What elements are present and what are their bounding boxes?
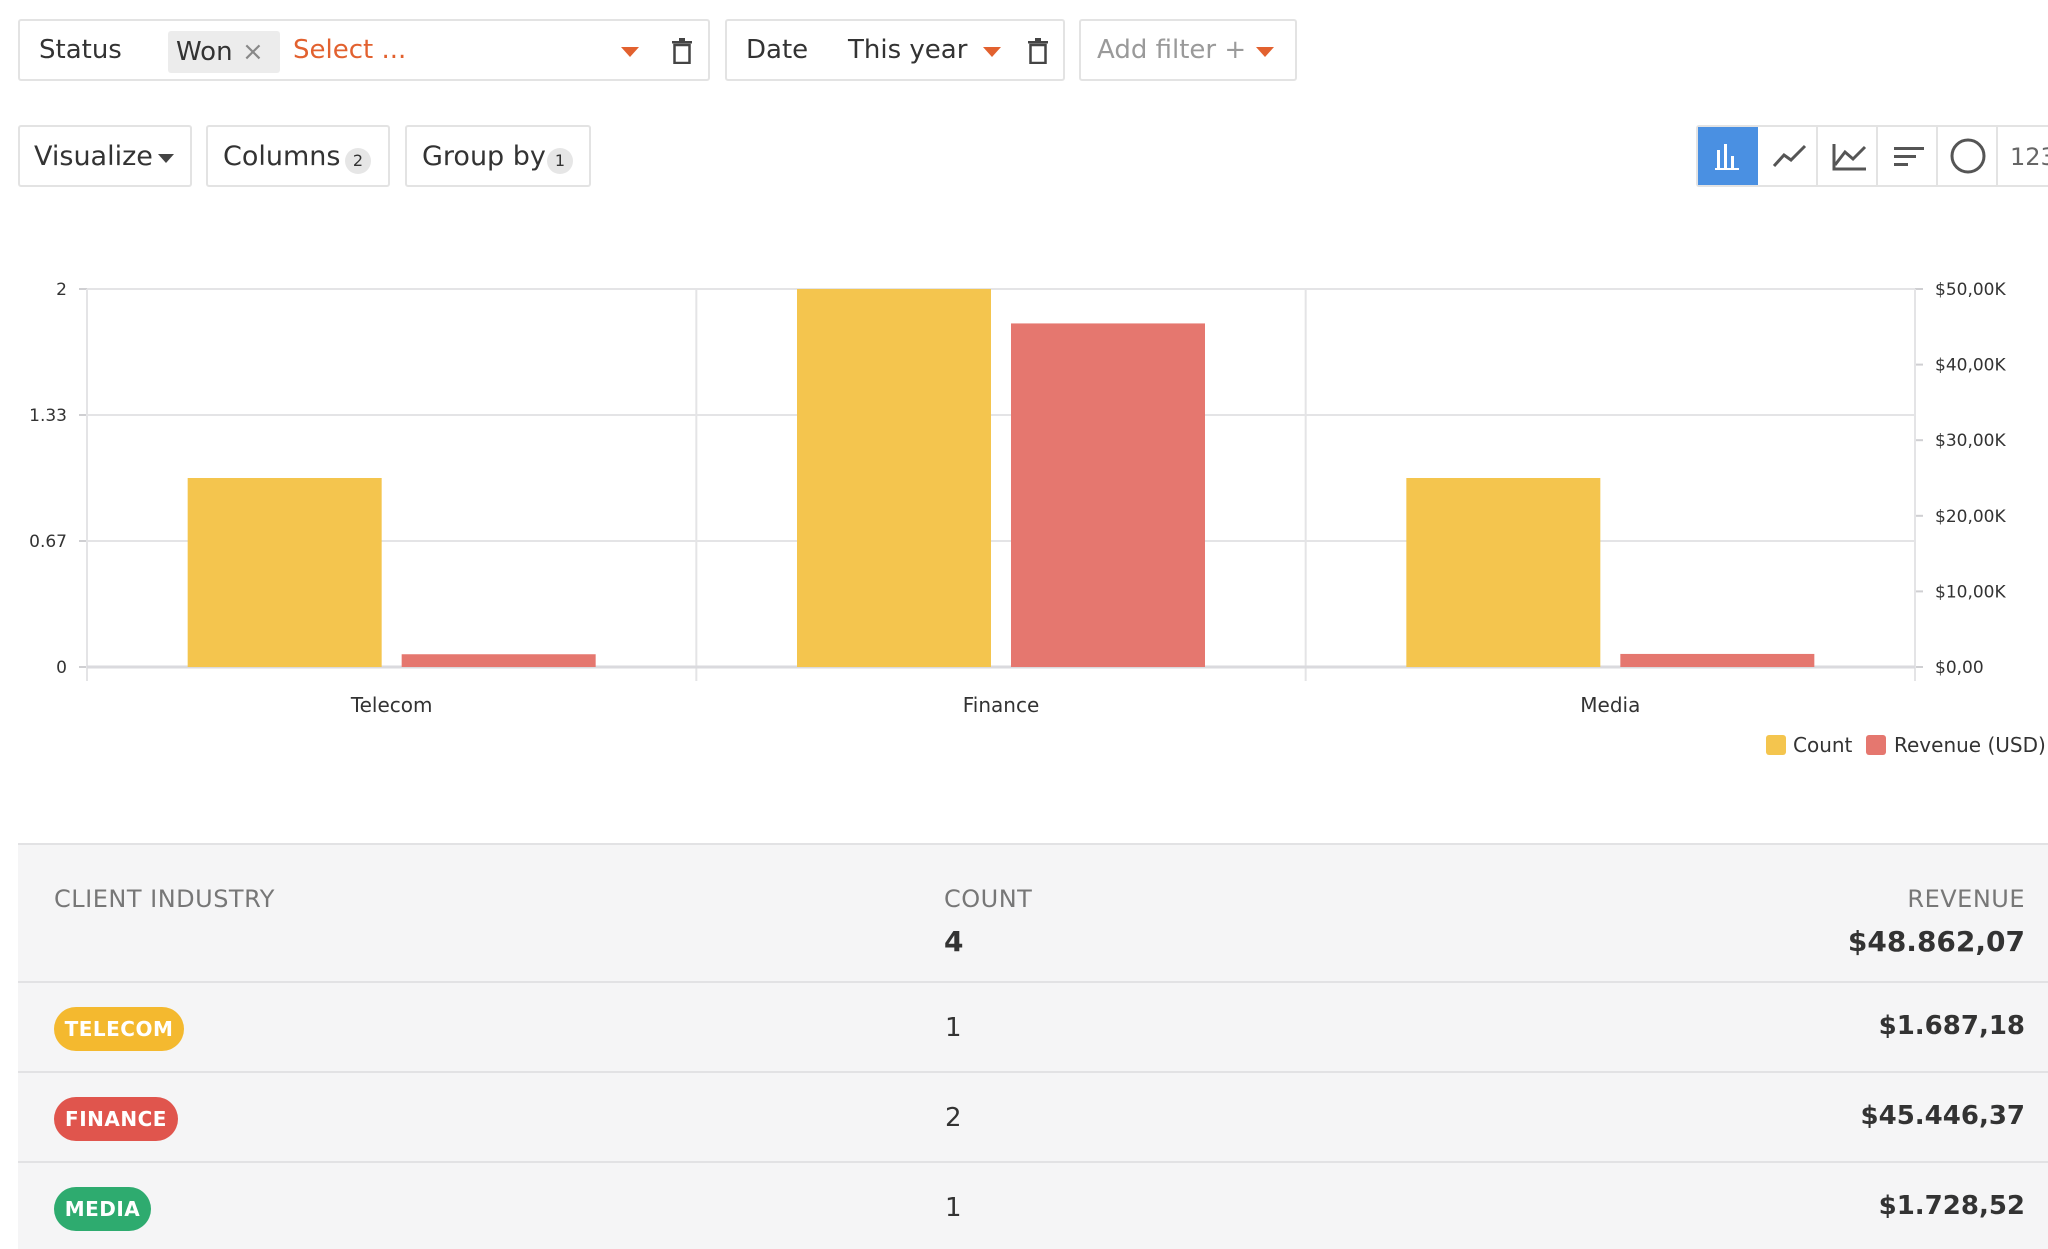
row-revenue: $45.446,37 [1860,1101,2025,1131]
date-filter[interactable]: Date This year [725,19,1065,81]
date-filter-value[interactable]: This year [848,35,968,65]
bar-chart-button[interactable] [1698,127,1758,185]
add-filter-dropdown-icon [1256,47,1274,57]
count-total: 4 [944,925,964,958]
industry-column-header[interactable]: CLIENT INDUSTRY [54,885,275,913]
left-axis-tick-label: 1.33 [29,406,67,426]
right-axis-tick-label: $10,00K [1935,582,2006,602]
row-count: 2 [945,1103,962,1133]
left-axis-tick-label: 2 [56,280,67,300]
row-revenue: $1.687,18 [1878,1011,2025,1041]
table-row[interactable]: TELECOM 1 $1.687,18 [18,983,2048,1073]
right-axis-tick-label: $20,00K [1935,507,2006,527]
remove-chip-icon[interactable]: × [242,37,264,67]
date-delete-icon[interactable] [1027,38,1049,64]
category-label: Finance [963,693,1040,717]
right-axis-tick-label: $40,00K [1935,356,2006,376]
table-header: CLIENT INDUSTRY COUNT REVENUE 4 $48.862,… [18,843,2048,983]
count-bar [187,478,382,667]
left-axis-tick-label: 0.67 [29,532,67,552]
industry-pill: FINANCE [54,1097,178,1141]
horizontal-bar-icon [1894,147,1924,166]
add-filter-button[interactable]: Add filter + [1079,19,1297,81]
bar-chart: 0 0.67 1.33 2 $0,00 $10,00K $20,00K $30,00K $40,… [29,280,2006,717]
revenue-bar [1620,653,1815,667]
legend-count-swatch [1766,735,1786,755]
count-column-header[interactable]: COUNT [944,885,1033,913]
status-filter-label: Status [39,35,122,65]
right-axis-tick-label: $0,00 [1935,658,1984,678]
category-label: Telecom [350,693,433,717]
pie-chart-button[interactable] [1938,127,1998,185]
industry-pill: MEDIA [54,1187,151,1231]
status-filter[interactable]: Status Won × Select ... [18,19,710,81]
group-by-label: Group by [422,141,546,172]
revenue-bar [1011,323,1205,667]
date-filter-label: Date [746,35,809,65]
category-label: Media [1580,693,1640,717]
row-revenue: $1.728,52 [1878,1191,2025,1221]
line-chart-icon [1772,144,1807,168]
table-row[interactable]: MEDIA 1 $1.728,52 [18,1163,2048,1249]
revenue-column-header[interactable]: REVENUE [1907,885,2025,913]
revenue-bar [401,654,596,667]
visualize-label: Visualize [34,141,153,172]
visualization-type-toggle: 123 [1696,125,2048,187]
left-axis-tick-label: 0 [56,658,67,678]
legend-revenue-label: Revenue (USD) [1894,733,2046,757]
area-chart-icon [1832,144,1867,171]
columns-button[interactable]: Columns 2 [206,125,390,187]
add-filter-label: Add filter + [1097,35,1247,65]
count-bar [797,289,991,667]
status-select-placeholder[interactable]: Select ... [293,35,407,65]
row-count: 1 [945,1193,962,1223]
group-by-button[interactable]: Group by 1 [405,125,591,187]
visualize-dropdown-icon [158,154,174,163]
table-row[interactable]: FINANCE 2 $45.446,37 [18,1073,2048,1163]
area-chart-button[interactable] [1818,127,1878,185]
right-axis-tick-label: $50,00K [1935,280,2006,300]
bar-chart-icon [1715,144,1739,170]
won-chip[interactable]: Won × [168,31,280,73]
visualize-button[interactable]: Visualize [18,125,192,187]
chart-legend: Count Revenue (USD) [1766,733,2048,759]
number-button[interactable]: 123 [1998,127,2048,185]
revenue-total: $48.862,07 [1847,925,2025,958]
industry-pill: TELECOM [54,1007,184,1051]
status-delete-icon[interactable] [671,38,693,64]
count-bar [1406,478,1601,667]
status-dropdown-icon[interactable] [621,47,639,57]
row-count: 1 [945,1013,962,1043]
columns-count-badge: 2 [345,148,371,174]
chip-label: Won [176,37,233,67]
number-icon: 123 [2010,143,2048,171]
legend-revenue-swatch [1866,735,1886,755]
horizontal-bar-button[interactable] [1878,127,1938,185]
legend-count-label: Count [1793,733,1853,757]
group-by-count-badge: 1 [547,148,573,174]
columns-label: Columns [223,141,341,172]
pie-chart-icon [1950,138,1986,174]
date-dropdown-icon[interactable] [983,47,1001,57]
right-axis-tick-label: $30,00K [1935,431,2006,451]
line-chart-button[interactable] [1758,127,1818,185]
